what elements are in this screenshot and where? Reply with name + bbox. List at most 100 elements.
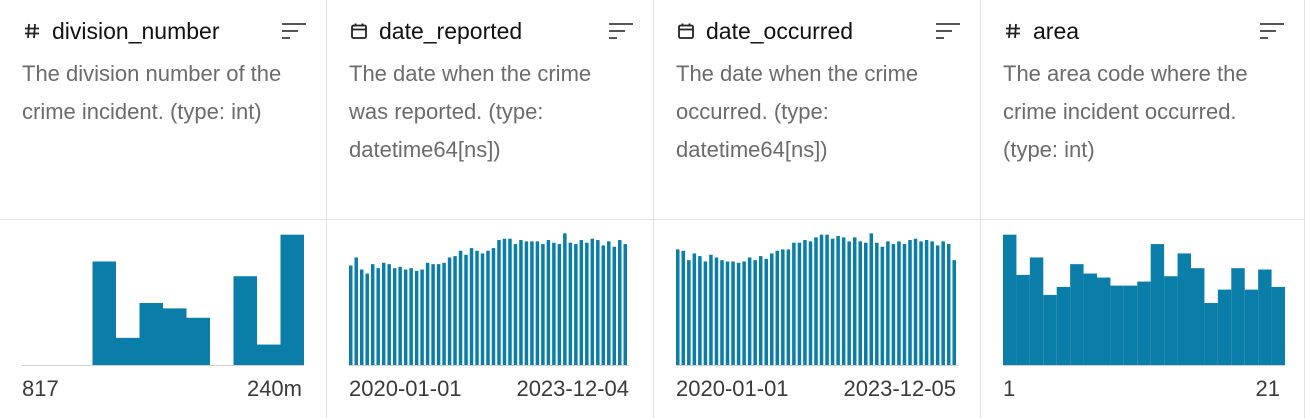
histogram-bar: [1043, 294, 1057, 366]
histogram-bar: [864, 242, 868, 366]
sort-icon[interactable]: [607, 20, 635, 42]
histogram-bar: [425, 262, 430, 366]
histogram: [1003, 232, 1285, 366]
histogram-bar: [519, 240, 523, 366]
histogram-bar: [398, 266, 402, 366]
histogram-bar: [803, 240, 807, 366]
column-name: date_occurred: [706, 17, 854, 44]
histogram-bar: [770, 253, 774, 366]
histogram-bar: [1123, 285, 1138, 366]
histogram-bar: [596, 240, 600, 366]
histogram-bar: [880, 246, 885, 366]
histogram-bar: [585, 242, 589, 366]
column-description: The division number of the crime inciden…: [22, 61, 282, 124]
histogram-bar: [1164, 276, 1178, 366]
histogram-bar: [116, 337, 140, 366]
histogram-bar: [941, 241, 945, 366]
histogram-bar: [775, 250, 780, 366]
histogram: [349, 232, 629, 366]
histogram-bar: [886, 241, 890, 366]
histogram-bar: [618, 240, 622, 366]
range-min-label: 817: [22, 376, 59, 401]
column-header: area: [1003, 14, 1286, 48]
histogram-bar: [392, 268, 397, 366]
histogram-bar: [1191, 268, 1205, 366]
histogram-bar: [607, 241, 611, 366]
column-header: division_number: [22, 14, 308, 48]
histogram-bar: [891, 244, 896, 366]
column-description: The date when the crime was reported. (t…: [349, 61, 592, 162]
histogram-bar: [508, 238, 512, 366]
column-description: The area code where the crime incident o…: [1003, 61, 1248, 162]
histogram-bar: [414, 270, 419, 366]
range-max-label: 2023-12-04: [516, 376, 629, 401]
histogram-bar: [1083, 273, 1097, 366]
histogram-bar: [764, 258, 768, 366]
histogram-bar: [747, 257, 752, 366]
histogram-bar: [376, 268, 380, 366]
histogram-bar: [403, 269, 408, 366]
histogram-bar: [714, 257, 719, 366]
histogram-bar: [902, 244, 907, 366]
histogram-bar: [919, 241, 923, 366]
histogram-chart: [1003, 234, 1285, 366]
histogram-bar: [186, 317, 210, 366]
histogram-bar: [590, 238, 595, 366]
histogram-bar: [736, 262, 741, 366]
histogram-bar: [1110, 285, 1124, 366]
histogram-bar: [830, 238, 835, 366]
histogram: [22, 232, 304, 366]
sort-icon[interactable]: [934, 20, 962, 42]
range-max-label: 2023-12-05: [843, 376, 956, 401]
histogram-bar: [808, 241, 813, 366]
histogram-bar: [163, 308, 187, 366]
histogram-bar: [370, 264, 375, 366]
histogram-bar: [409, 268, 413, 366]
calendar-icon: [349, 21, 369, 41]
histogram-bar: [491, 248, 496, 366]
histogram-bar: [1137, 281, 1151, 366]
histogram-bar: [935, 245, 940, 366]
histogram-bar: [786, 249, 791, 366]
histogram-bar: [1231, 268, 1245, 366]
histogram-bar: [1070, 264, 1084, 366]
divider: [327, 219, 653, 220]
histogram-bar: [703, 261, 708, 366]
histogram-bar: [365, 273, 369, 366]
histogram-bar: [797, 242, 802, 366]
histogram-bar: [354, 257, 358, 366]
sort-icon[interactable]: [1258, 20, 1286, 42]
histogram-bar: [725, 261, 730, 366]
histogram-bar: [1056, 286, 1071, 366]
histogram-bar: [709, 254, 713, 366]
histogram-bar: [557, 244, 562, 366]
histogram-bar: [574, 244, 578, 366]
sort-icon[interactable]: [280, 20, 308, 42]
column-name: area: [1033, 17, 1080, 44]
histogram-bar: [952, 260, 956, 366]
histogram-bar: [753, 260, 757, 366]
histogram-bar: [869, 233, 874, 366]
histogram-bar: [1016, 274, 1030, 366]
column-card-date-reported: date_reported The date when the crime wa…: [327, 0, 654, 418]
histogram-bar: [623, 244, 627, 366]
histogram-bar: [852, 237, 857, 366]
histogram-bar: [513, 244, 518, 366]
histogram-bar: [442, 262, 446, 366]
histogram-bar: [1244, 289, 1259, 366]
histogram-bar: [913, 238, 918, 366]
histogram-bar: [524, 241, 529, 366]
histogram-bar: [819, 234, 824, 366]
range-min-label: 2020-01-01: [349, 376, 462, 401]
range-min-label: 1: [1003, 376, 1016, 401]
histogram-bar: [681, 250, 686, 366]
histogram-bar: [698, 256, 702, 366]
histogram-bar: [1029, 257, 1044, 366]
histogram-bar: [349, 265, 353, 366]
column-card-division-number: division_number The division number of t…: [0, 0, 327, 418]
histogram-bar: [731, 261, 735, 366]
histogram-bar: [92, 261, 116, 366]
range-max-label: 21: [1255, 376, 1280, 401]
histogram-bar: [875, 242, 879, 366]
